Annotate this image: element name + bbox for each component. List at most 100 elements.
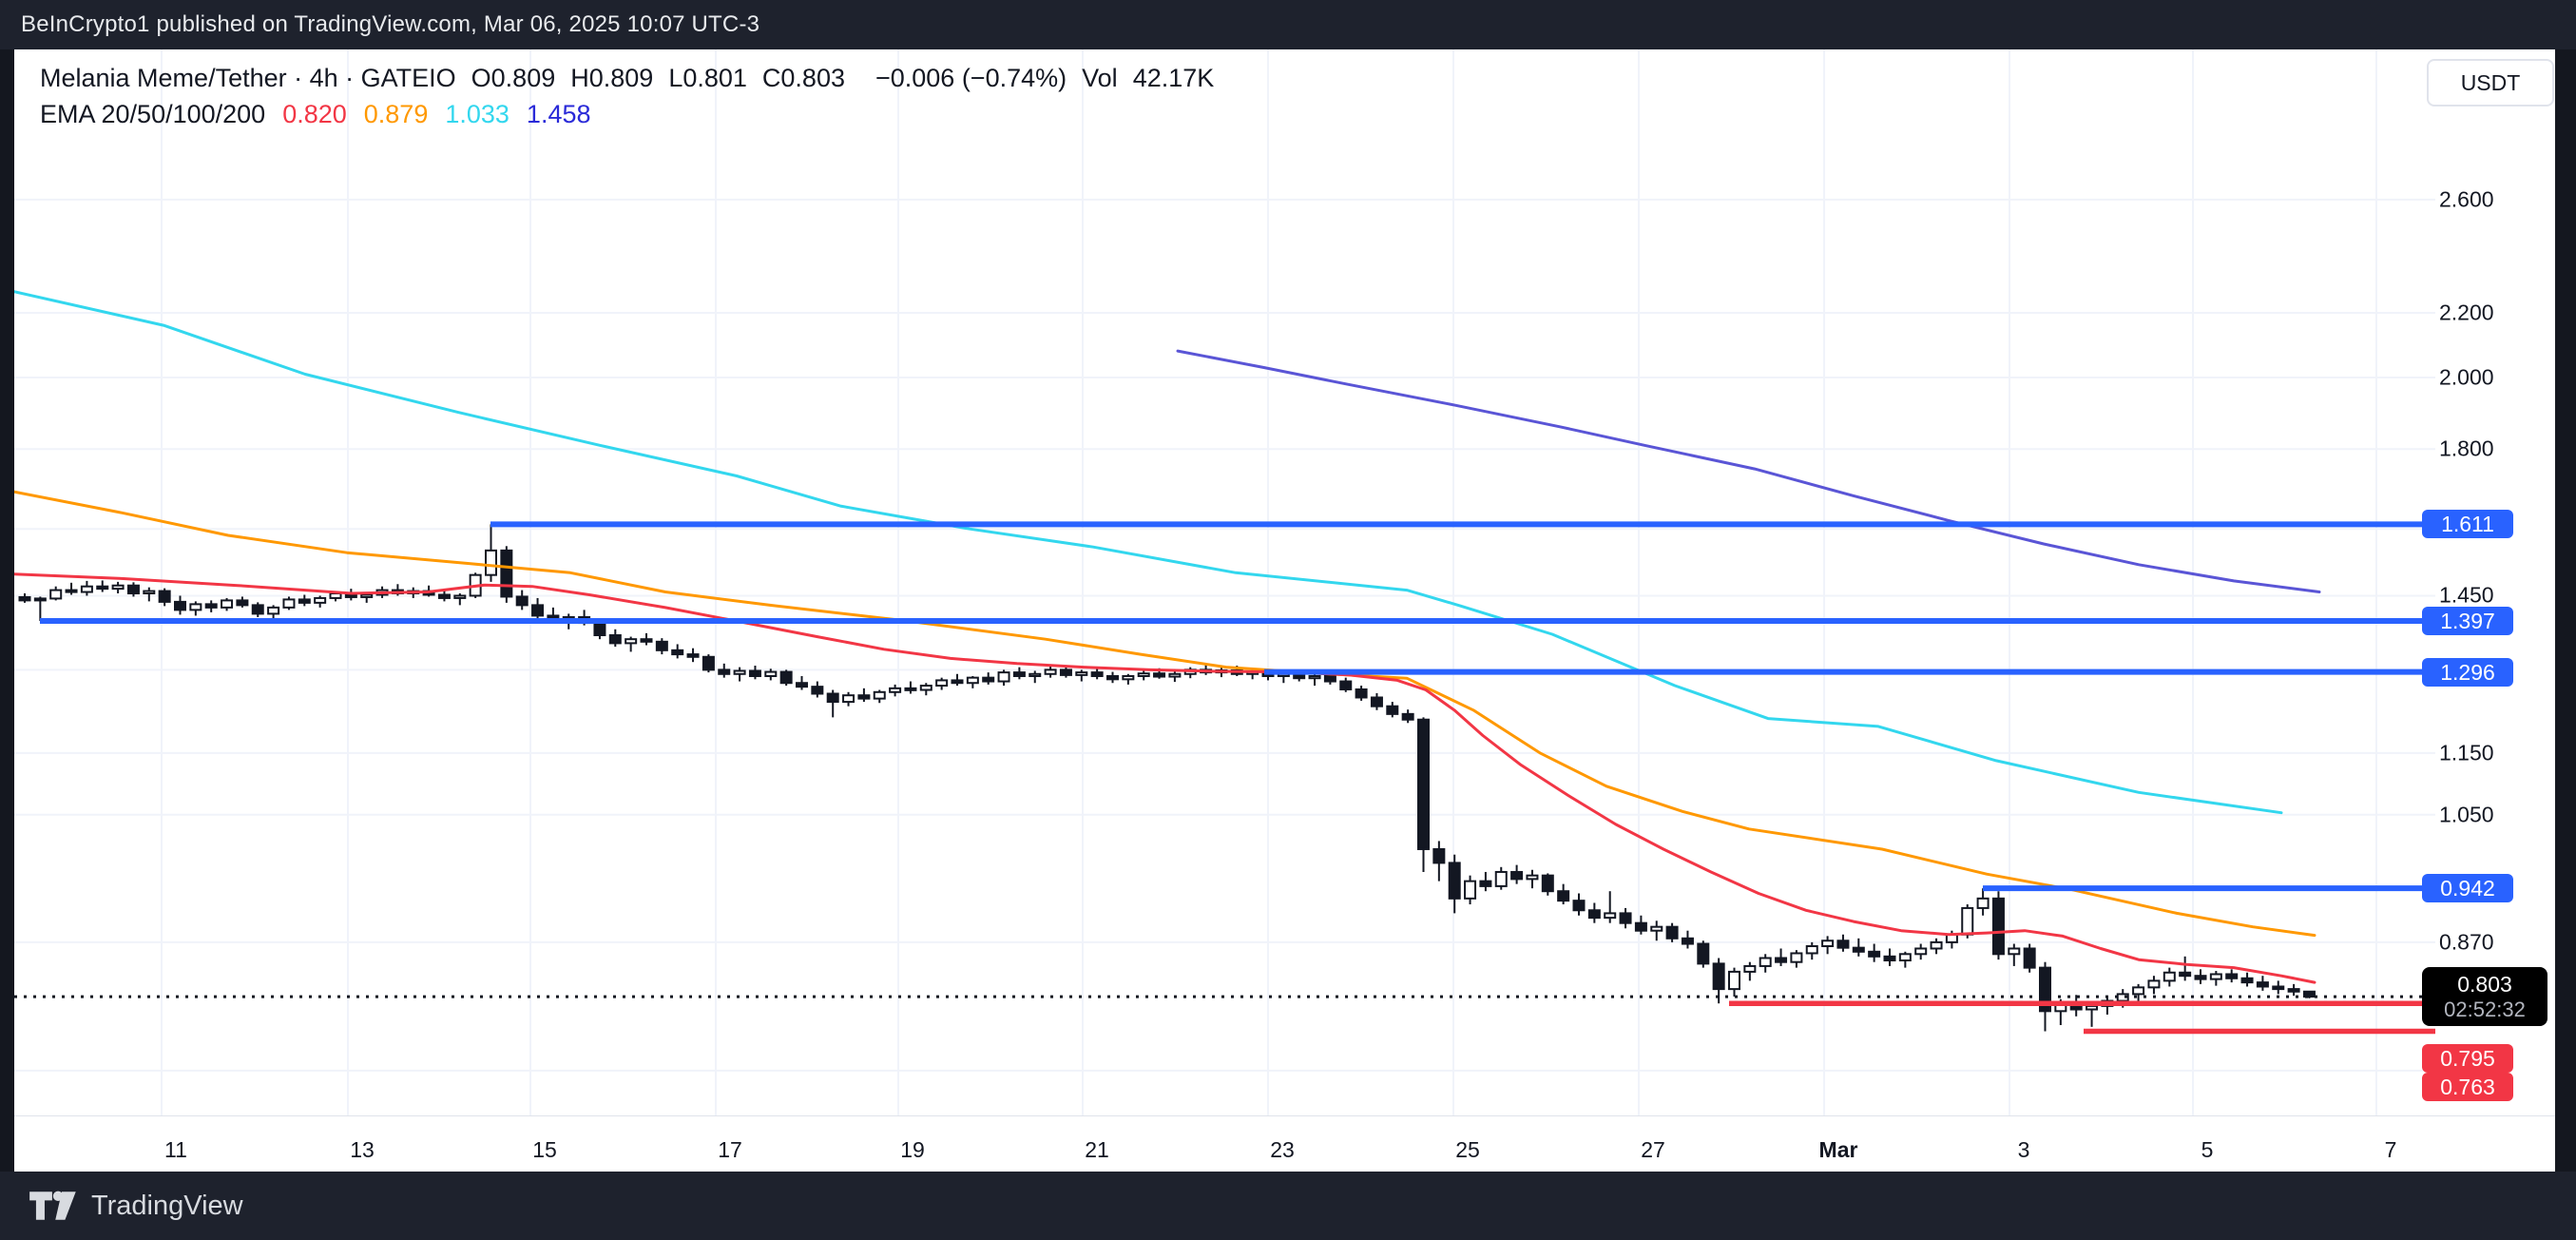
candle bbox=[2256, 976, 2269, 991]
candle bbox=[1106, 671, 1119, 684]
candle bbox=[174, 595, 186, 615]
ema-line[interactable] bbox=[14, 490, 2316, 938]
ema-legend-row: EMA 20/50/100/200 0.820 0.879 1.033 1.458 bbox=[40, 99, 625, 129]
time-axis-label: 27 bbox=[1641, 1137, 1665, 1162]
candle bbox=[733, 667, 746, 682]
candle bbox=[1464, 875, 1477, 905]
candle bbox=[779, 669, 793, 687]
candle bbox=[1821, 936, 1835, 955]
candle bbox=[2147, 976, 2161, 995]
candle bbox=[702, 654, 715, 673]
candle bbox=[625, 636, 638, 652]
plot-area[interactable] bbox=[14, 49, 2439, 1115]
candle bbox=[80, 580, 93, 596]
candle bbox=[1775, 948, 1788, 966]
candle bbox=[531, 597, 545, 620]
candle bbox=[1090, 668, 1104, 680]
time-axis-label: 23 bbox=[1270, 1137, 1295, 1162]
price-level-badge: 0.942 bbox=[2422, 874, 2513, 902]
candle bbox=[1898, 951, 1912, 968]
candle bbox=[1122, 673, 1135, 685]
candle bbox=[1634, 915, 1647, 935]
price-axis-label: 1.800 bbox=[2439, 436, 2494, 461]
candle bbox=[96, 580, 109, 592]
candle bbox=[1557, 883, 1570, 905]
candle bbox=[1339, 677, 1353, 692]
candle bbox=[608, 629, 622, 648]
ema-value: 0.820 bbox=[282, 99, 347, 128]
time-axis-label: 11 bbox=[164, 1137, 187, 1162]
candle bbox=[2272, 980, 2285, 995]
chart-panel bbox=[14, 49, 2555, 1172]
time-axis[interactable]: 11 13 15 17 19 21 23 25 27 Mar 3 5 7 bbox=[14, 1115, 2555, 1172]
candle bbox=[1805, 941, 1818, 960]
candle bbox=[1743, 961, 1757, 981]
candle bbox=[1168, 671, 1182, 683]
candle bbox=[1541, 873, 1554, 896]
candle bbox=[764, 668, 778, 681]
candle bbox=[282, 596, 296, 610]
candle bbox=[221, 597, 234, 611]
candle bbox=[842, 691, 855, 707]
candle bbox=[686, 648, 700, 663]
candle bbox=[935, 677, 949, 690]
candle bbox=[111, 581, 125, 594]
candle bbox=[748, 665, 761, 680]
candle bbox=[826, 689, 839, 718]
ema-line[interactable] bbox=[1176, 349, 2321, 593]
price-axis-label: 2.000 bbox=[2439, 364, 2494, 390]
candle bbox=[267, 605, 280, 620]
candle bbox=[1572, 893, 1586, 916]
candle bbox=[33, 596, 47, 622]
candle bbox=[1587, 902, 1601, 923]
candle bbox=[1417, 717, 1430, 872]
currency-toggle-button[interactable]: USDT bbox=[2427, 59, 2554, 107]
candle bbox=[1401, 709, 1414, 724]
candle bbox=[1370, 692, 1383, 710]
candle bbox=[1712, 958, 1725, 1004]
ohlc-item: H0.809 bbox=[570, 63, 654, 92]
candle bbox=[671, 644, 684, 659]
candle bbox=[1914, 943, 1928, 960]
time-axis-label: 7 bbox=[2384, 1137, 2397, 1162]
symbol-title[interactable]: Melania Meme/Tether · 4h · GATEIO bbox=[40, 63, 456, 92]
candle bbox=[49, 586, 63, 601]
candle bbox=[796, 675, 808, 690]
ema-line[interactable] bbox=[14, 290, 2283, 815]
ema-line[interactable] bbox=[14, 572, 2316, 984]
ema-title[interactable]: EMA 20/50/100/200 bbox=[40, 99, 266, 128]
price-axis-label: 2.200 bbox=[2439, 300, 2494, 325]
candle bbox=[1059, 665, 1072, 678]
candle bbox=[1183, 667, 1197, 679]
candle bbox=[189, 601, 202, 616]
time-axis-label: 17 bbox=[718, 1137, 742, 1162]
tradingview-logo-icon[interactable] bbox=[29, 1187, 78, 1225]
change-value: −0.006 (−0.74%) bbox=[875, 63, 1067, 92]
price-level-badge: 1.397 bbox=[2422, 607, 2513, 635]
ema-value: 1.033 bbox=[445, 99, 509, 128]
price-level-badge: 0.795 bbox=[2422, 1044, 2513, 1073]
candle bbox=[485, 524, 497, 582]
candle bbox=[966, 675, 979, 688]
candle bbox=[1976, 888, 1990, 916]
candle bbox=[982, 672, 995, 685]
candle bbox=[2194, 969, 2207, 984]
candle bbox=[500, 546, 513, 603]
candle bbox=[919, 683, 932, 696]
candle bbox=[2163, 967, 2176, 987]
tradingview-brand-text[interactable]: TradingView bbox=[91, 1190, 243, 1221]
ohlc-values: O0.809 H0.809 L0.801 C0.803 bbox=[471, 64, 860, 93]
candle bbox=[1665, 922, 1679, 942]
symbol-legend-row: Melania Meme/Tether · 4h · GATEIO O0.809… bbox=[40, 63, 1244, 93]
candle bbox=[515, 590, 529, 610]
ohlc-item: L0.801 bbox=[668, 63, 747, 92]
candle bbox=[1930, 938, 1943, 955]
time-axis-label: 21 bbox=[1085, 1137, 1109, 1162]
ema-value: 0.879 bbox=[363, 99, 429, 128]
candle bbox=[1510, 864, 1524, 884]
candle bbox=[640, 632, 653, 646]
ema-values: 0.820 0.879 1.033 1.458 bbox=[282, 100, 607, 129]
candle-countdown: 02:52:32 bbox=[2444, 998, 2526, 1022]
candle bbox=[1075, 669, 1088, 682]
